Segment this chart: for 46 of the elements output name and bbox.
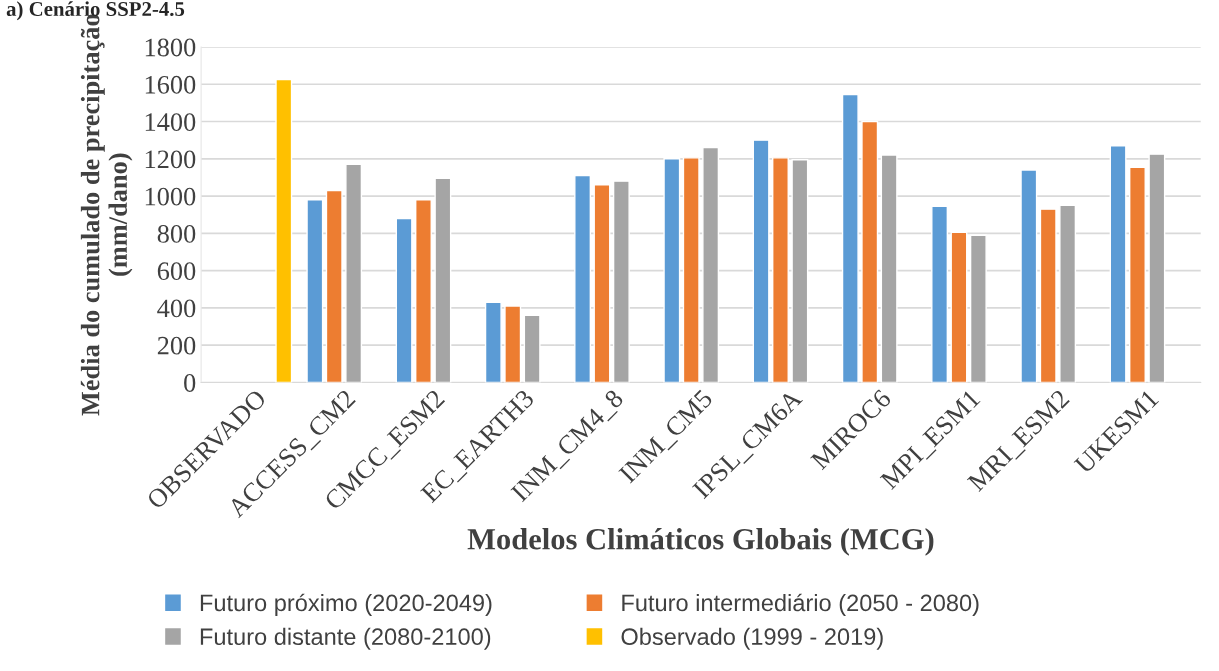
- bar: [1129, 166, 1146, 383]
- legend-label: Futuro intermediário (2050 - 2080): [622, 593, 979, 616]
- bar: [325, 189, 343, 383]
- bar: [395, 217, 413, 383]
- bar: [752, 139, 770, 383]
- y-tick-label: 800: [157, 224, 196, 243]
- y-tick-label: 1200: [145, 150, 196, 169]
- bar: [306, 199, 324, 383]
- bar: [702, 146, 720, 383]
- bar: [663, 158, 681, 383]
- bar: [931, 205, 949, 383]
- bar: [1148, 153, 1166, 383]
- bar: [772, 157, 789, 383]
- bar: [523, 314, 541, 383]
- bar: [682, 157, 700, 383]
- bar: [1039, 208, 1057, 383]
- bar: [415, 199, 432, 383]
- bar: [504, 305, 522, 383]
- legend-label: Observado (1999 - 2019): [621, 627, 883, 650]
- y-tick-label: 1000: [145, 187, 196, 206]
- y-tick-label: 1800: [145, 38, 196, 57]
- bar: [1109, 145, 1127, 383]
- bar: [880, 154, 898, 383]
- bar: [484, 301, 502, 383]
- bar: [593, 184, 611, 383]
- bar: [861, 120, 879, 383]
- y-tick-label: 200: [157, 336, 196, 355]
- bar: [434, 177, 452, 383]
- bar: [969, 234, 987, 383]
- bar: [841, 93, 859, 383]
- legend-label: Futuro distante (2080-2100): [200, 627, 491, 650]
- bar: [1020, 169, 1038, 383]
- x-axis-title: Modelos Climáticos Globais (MCG): [467, 528, 934, 556]
- bar: [275, 78, 293, 383]
- bar: [1059, 204, 1077, 383]
- y-tick-label: 1400: [145, 113, 196, 131]
- legend-label: Futuro próximo (2020-2049): [200, 593, 492, 616]
- bar: [950, 231, 968, 383]
- bar: [574, 174, 592, 383]
- y-tick-label: 1600: [145, 75, 196, 94]
- y-tick-label: 400: [157, 299, 196, 318]
- bar: [612, 180, 630, 383]
- y-tick-label: 0: [184, 374, 196, 392]
- bar: [791, 159, 809, 383]
- y-tick-label: 600: [157, 262, 196, 281]
- bar: [345, 163, 363, 383]
